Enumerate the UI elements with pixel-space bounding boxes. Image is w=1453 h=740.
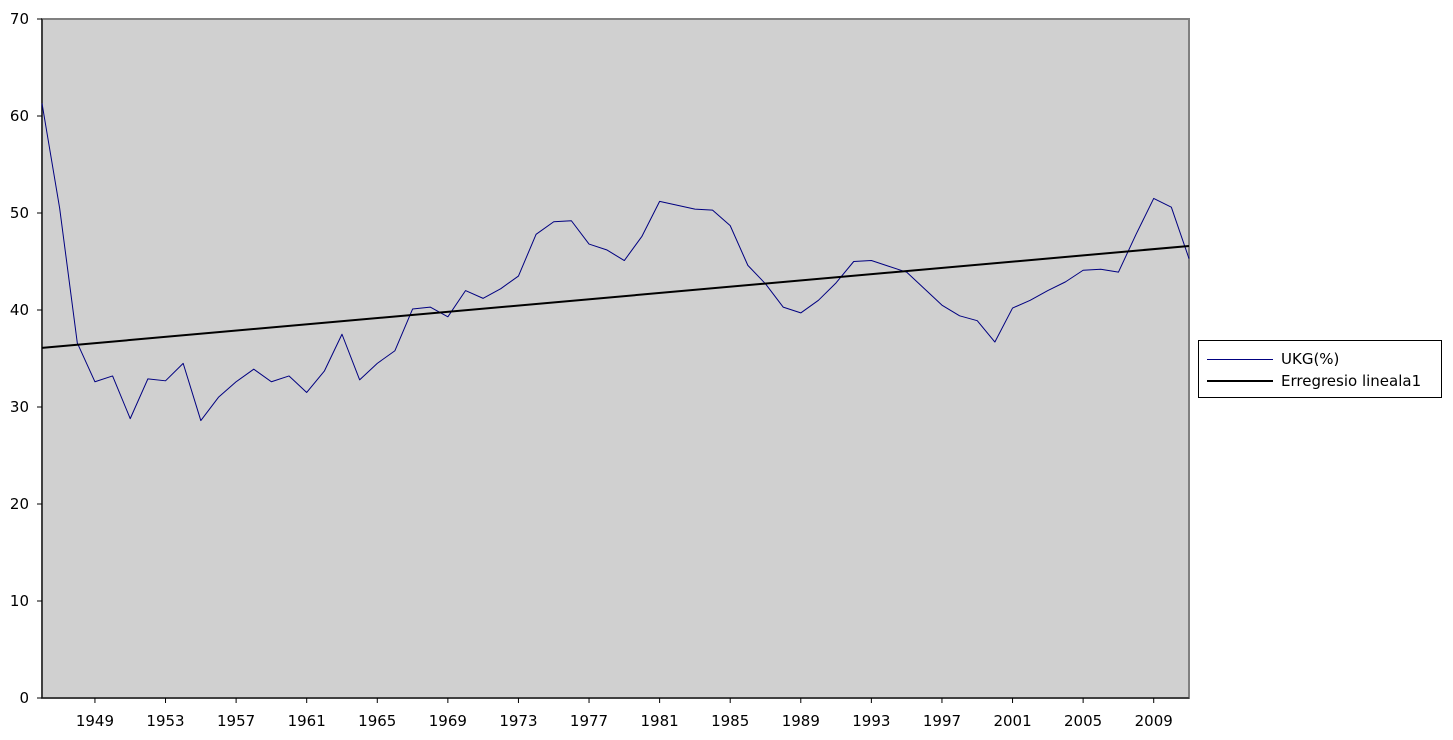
legend-label-ukg: UKG(%) [1281,350,1340,368]
y-tick-label: 50 [10,204,29,222]
legend-label-regression: Erregresio lineala1 [1281,372,1422,390]
x-tick-label: 1981 [641,712,679,730]
legend-item-ukg: UKG(%) [1207,349,1339,369]
x-tick-label: 1961 [288,712,326,730]
x-tick-label: 1949 [76,712,114,730]
x-tick-label: 1965 [358,712,396,730]
series-line-ukg [41,103,1190,422]
y-tick-label: 30 [10,398,29,416]
series-layer [41,103,1190,422]
x-tick-label: 1985 [711,712,749,730]
x-axis: 1949 1953 1957 1961 1965 1969 1973 1977 1981 1985… [42,697,1189,730]
x-tick-label: 1993 [852,712,890,730]
x-tick-label: 1977 [570,712,608,730]
y-tick-label: 60 [10,107,29,125]
y-tick-label: 70 [10,10,29,28]
x-tick-label: 1989 [782,712,820,730]
y-axis: 0 10 20 30 40 50 60 70 [10,10,43,707]
series-line-regression [41,244,1190,349]
y-tick-label: 40 [10,301,29,319]
x-tick-label: 1973 [499,712,537,730]
x-tick-label: 1957 [217,712,255,730]
x-tick-label: 1997 [923,712,961,730]
y-tick-label: 10 [10,592,29,610]
legend-swatch-regression [1207,380,1273,382]
legend-swatch-ukg [1207,358,1273,360]
x-tick-label: 1953 [146,712,184,730]
legend-item-regression: Erregresio lineala1 [1207,371,1421,391]
y-tick-label: 0 [19,689,29,707]
x-tick-label: 2009 [1135,712,1173,730]
plot-area [41,18,1190,699]
x-tick-label: 2001 [993,712,1031,730]
y-tick-label: 20 [10,495,29,513]
x-tick-label: 1969 [429,712,467,730]
x-tick-label: 2005 [1064,712,1102,730]
legend: UKG(%) Erregresio lineala1 [1198,340,1442,398]
